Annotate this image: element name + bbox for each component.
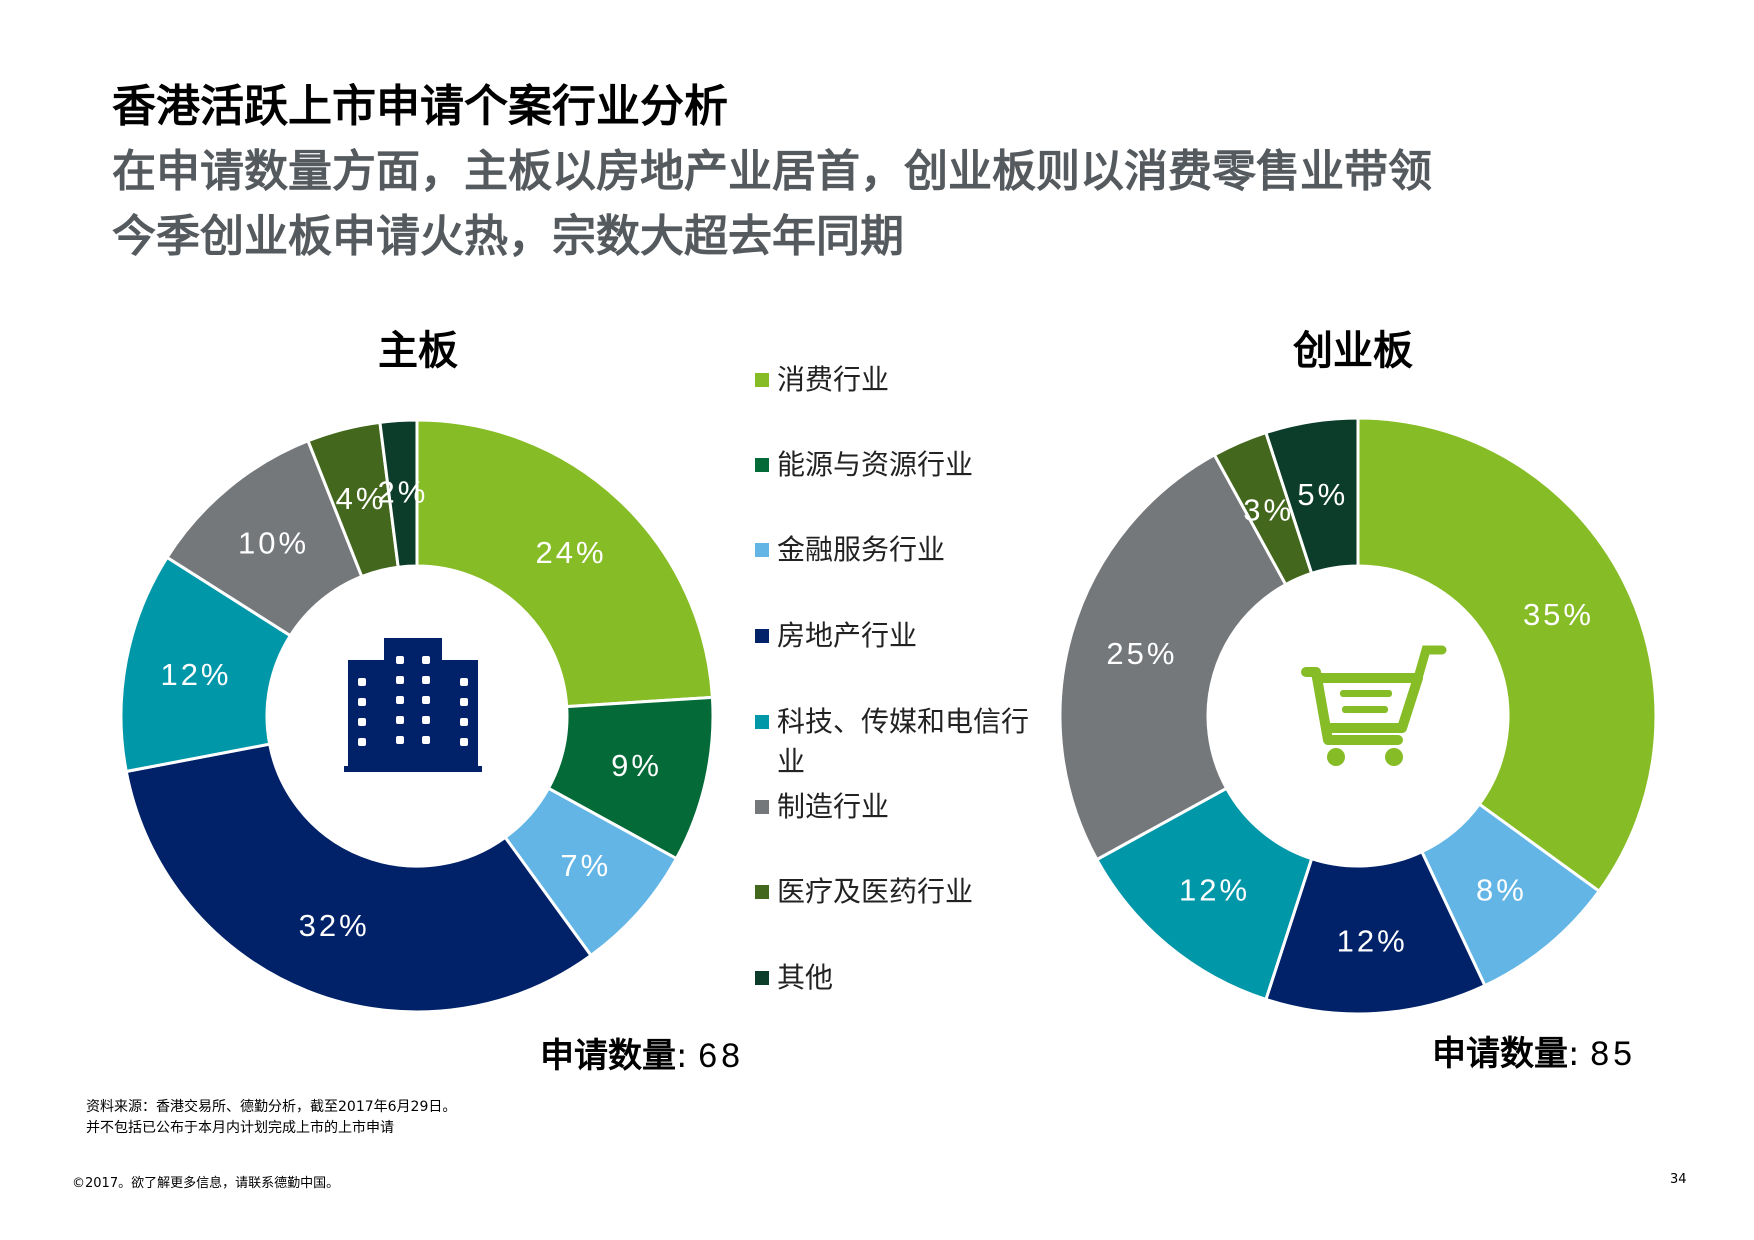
legend-swatch: [755, 800, 769, 814]
main-board-chart-title: 主板: [378, 328, 458, 374]
count-value: 85: [1590, 1035, 1637, 1073]
donut-slice-2-7: [1264, 416, 1360, 576]
donut-slice-1-4: [124, 742, 594, 1014]
main-board-application-count: 申请数量: 68: [540, 1028, 744, 1077]
donut-slice-1-8: [378, 418, 419, 569]
donut-slice-label-2-6: 3%: [1243, 493, 1294, 528]
building-icon: [344, 638, 482, 772]
donut-slice-2-1: [1356, 416, 1658, 894]
donut-slice-label-1-6: 10%: [238, 526, 309, 561]
legend-swatch: [755, 971, 769, 985]
footer-copyright: ©2017。欲了解更多信息，请联系德勤中国。: [72, 1176, 340, 1191]
legend-swatch: [755, 715, 769, 729]
donut-slice-label-2-2: 8%: [1476, 872, 1527, 907]
donut-slice-label-2-4: 12%: [1179, 872, 1250, 907]
donut-slice-2-5: [1058, 452, 1288, 862]
legend-swatch: [755, 373, 769, 387]
count-colon: :: [676, 1036, 699, 1076]
legend-swatch: [755, 885, 769, 899]
shopping-cart-icon: [1301, 645, 1447, 766]
gem-application-count: 申请数量: 85: [1432, 1026, 1636, 1075]
donut-slice-label-2-5: 25%: [1106, 636, 1177, 671]
legend-label: 制造行业: [777, 790, 890, 823]
legend-label: 医疗及医药行业: [777, 875, 974, 908]
legend-label: 其他: [777, 961, 834, 994]
donut-slice-label-1-4: 32%: [299, 908, 370, 943]
source-note: 资料来源：香港交易所、德勤分析，截至2017年6月29日。: [86, 1099, 457, 1115]
legend-label: 科技、传媒和电信行业: [777, 705, 1030, 778]
legend-swatch: [755, 458, 769, 472]
subtitle-line-1: 在申请数量方面，主板以房地产业居首，创业板则以消费零售业带领: [112, 146, 1432, 197]
legend-swatch: [755, 543, 769, 557]
page-number: 34: [1670, 1172, 1687, 1187]
donut-slice-label-1-1: 24%: [535, 535, 606, 570]
legend-label: 消费行业: [777, 363, 890, 396]
donut-slice-label-2-7: 5%: [1297, 477, 1348, 512]
donut-slice-label-2-3: 12%: [1337, 924, 1408, 959]
donut-slice-label-1-5: 12%: [160, 657, 231, 692]
donut-slice-label-1-7: 4%: [336, 481, 387, 516]
exclusion-note: 并不包括已公布于本月内计划完成上市的上市申请: [86, 1120, 394, 1136]
donut-slice-label-1-2: 9%: [611, 748, 662, 783]
donut-slice-1-1: [415, 418, 715, 709]
page-title: 香港活跃上市申请个案行业分析: [112, 81, 728, 132]
count-label: 申请数量: [540, 1036, 676, 1076]
gem-chart-title: 创业板: [1293, 328, 1413, 374]
count-value: 68: [698, 1037, 745, 1075]
donut-slice-label-1-3: 7%: [560, 848, 611, 883]
count-label: 申请数量: [1432, 1034, 1568, 1074]
donut-slice-label-2-1: 35%: [1523, 597, 1594, 632]
legend-label: 房地产行业: [777, 619, 918, 652]
legend-label: 能源与资源行业: [777, 448, 974, 481]
count-colon: :: [1568, 1034, 1591, 1074]
donut-slice-label-1-8: 2%: [377, 474, 428, 509]
subtitle-line-2: 今季创业板申请火热，宗数大超去年同期: [112, 211, 904, 262]
legend-label: 金融服务行业: [777, 533, 946, 566]
legend-swatch: [755, 629, 769, 643]
